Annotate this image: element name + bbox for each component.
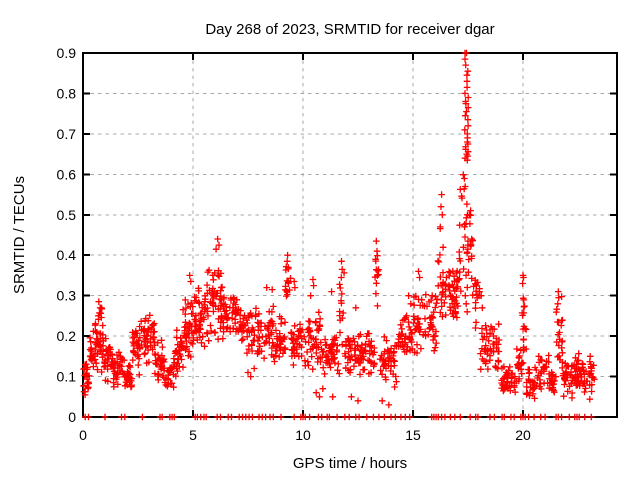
y-axis-label: SRMTID / TECUs bbox=[11, 176, 28, 294]
y-tick-label: 0.1 bbox=[57, 369, 77, 385]
y-tick-label: 0.5 bbox=[57, 207, 77, 223]
x-tick-label: 15 bbox=[405, 427, 421, 443]
y-tick-label: 0.3 bbox=[57, 288, 77, 304]
y-tick-label: 0.2 bbox=[57, 328, 77, 344]
x-tick-label: 10 bbox=[295, 427, 311, 443]
y-tick-label: 0.6 bbox=[57, 166, 77, 182]
axis-ticks bbox=[82, 52, 617, 418]
y-tick-label: 0.8 bbox=[57, 85, 77, 101]
x-axis-label: GPS time / hours bbox=[293, 455, 407, 472]
y-tick-label: 0 bbox=[68, 409, 76, 425]
scatter-points bbox=[80, 49, 598, 421]
y-tick-label: 0.7 bbox=[57, 126, 77, 142]
tick-labels: 0 0.1 0.2 0.3 0.4 0.5 0.6 0.7 0.8 0.9 0 5 10 15 20 bbox=[57, 45, 531, 443]
y-tick-label: 0.4 bbox=[57, 247, 77, 263]
x-tick-label: 0 bbox=[79, 427, 87, 443]
y-tick-label: 0.9 bbox=[57, 45, 77, 61]
x-tick-label: 5 bbox=[189, 427, 197, 443]
x-tick-label: 20 bbox=[515, 427, 531, 443]
chart-title: Day 268 of 2023, SRMTID for receiver dga… bbox=[205, 21, 494, 38]
